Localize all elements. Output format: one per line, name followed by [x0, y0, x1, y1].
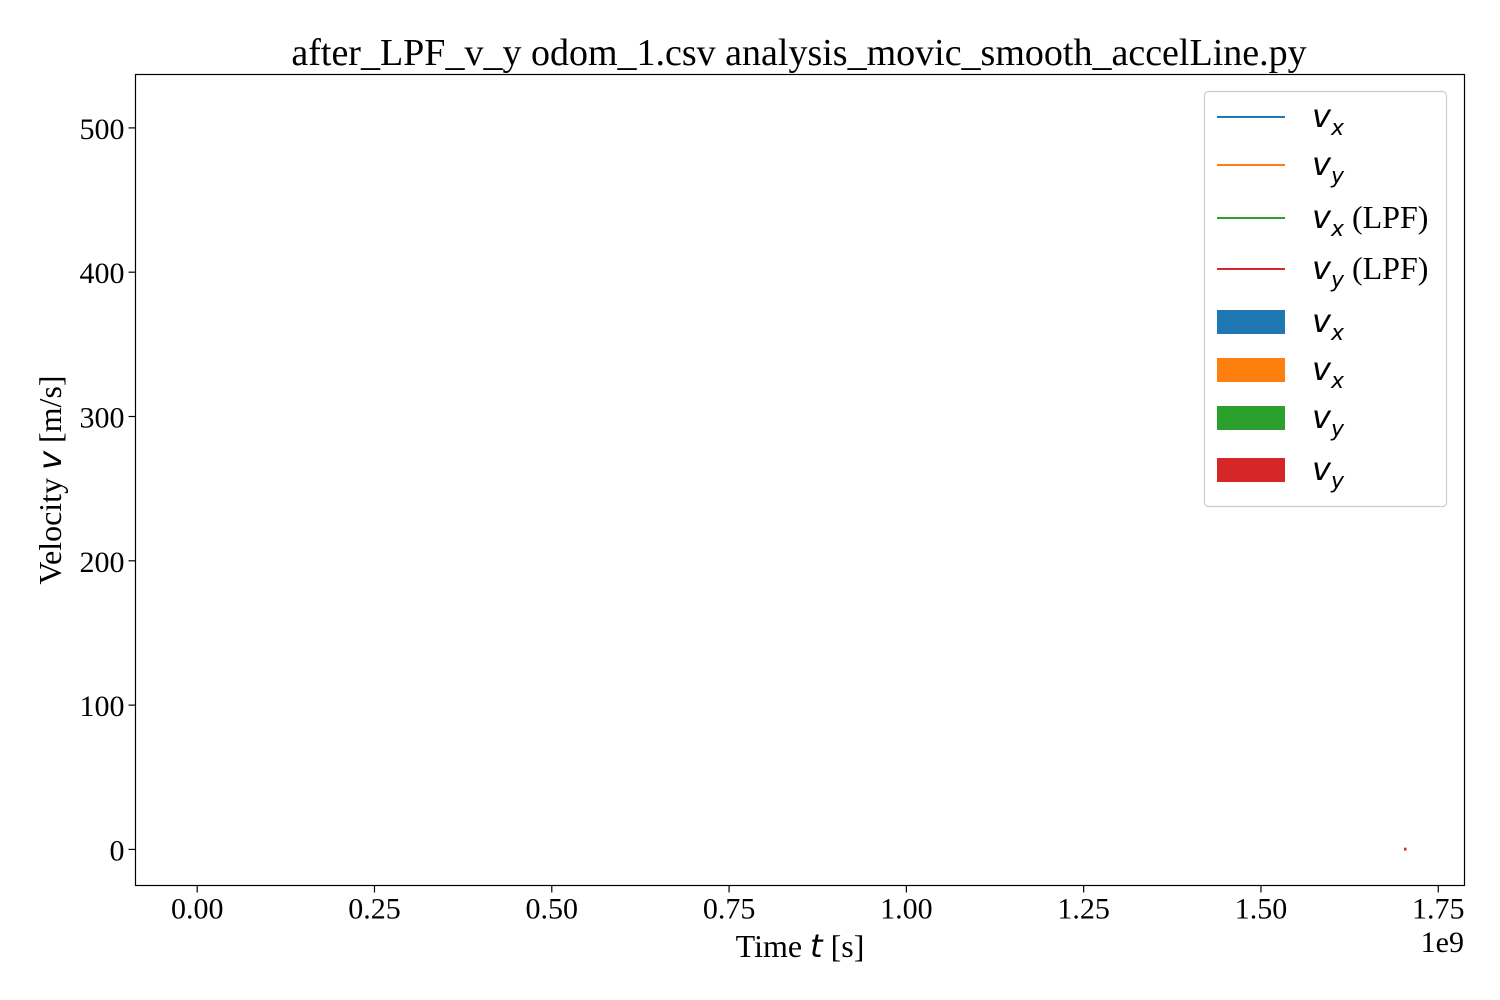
x-tick-label: 0.00	[171, 893, 224, 926]
chart-title: after_LPF_v_y odom_1.csv analysis_movic_…	[291, 32, 1306, 74]
y-tick-label: 400	[80, 257, 125, 290]
legend-label: vx	[1312, 350, 1345, 394]
legend-label: vy	[1312, 145, 1345, 189]
legend-patch-swatch	[1217, 458, 1285, 482]
legend-patch-swatch	[1217, 310, 1285, 334]
legend-label: vx (LPF)	[1312, 198, 1428, 242]
legend-label: vx	[1312, 302, 1345, 346]
legend-patch-swatch	[1217, 358, 1285, 382]
y-tick-label: 0	[110, 834, 125, 867]
x-tick-label: 0.75	[703, 893, 756, 926]
legend-label: vy (LPF)	[1312, 249, 1428, 293]
legend-patch-swatch	[1217, 406, 1285, 430]
legend-label: vy	[1312, 450, 1345, 494]
y-tick-label: 100	[80, 690, 125, 723]
y-axis-label: Velocity v [m/s]	[31, 375, 69, 584]
y-tick-label: 500	[80, 113, 125, 146]
x-axis-label: Time t [s]	[736, 927, 865, 965]
x-tick-label: 0.50	[526, 893, 579, 926]
y-tick-label: 200	[80, 546, 125, 579]
x-tick-label: 1.75	[1412, 893, 1465, 926]
x-tick-label: 1.00	[880, 893, 933, 926]
y-axis-ticks: 0 100 200 300 400 500	[80, 113, 136, 867]
x-axis-ticks: 0.00 0.25 0.50 0.75 1.00 1.25 1.50 1.75	[171, 885, 1465, 926]
x-axis-offset-label: 1e9	[1421, 926, 1464, 959]
legend-label: vy	[1312, 398, 1345, 442]
y-tick-label: 300	[80, 402, 125, 435]
x-tick-label: 1.50	[1235, 893, 1288, 926]
x-tick-label: 1.25	[1057, 893, 1110, 926]
x-tick-label: 0.25	[348, 893, 401, 926]
legend-label: vx	[1312, 97, 1345, 141]
legend-box	[1203, 90, 1448, 508]
